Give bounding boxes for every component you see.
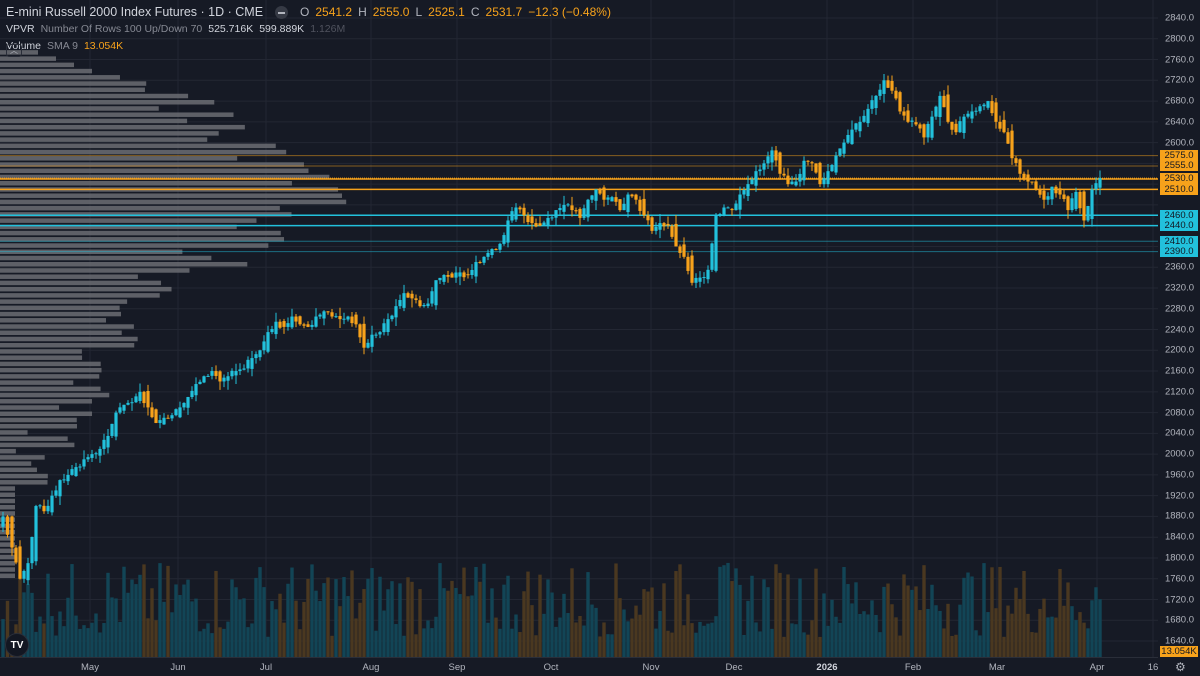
time-tick: 16: [1147, 662, 1159, 673]
level-price-label[interactable]: 2410.0: [1160, 235, 1198, 247]
close-value: 2531.7: [485, 5, 523, 19]
price-tick: 2360.0: [1164, 261, 1194, 273]
collapse-legend-chevron-up-icon[interactable]: ︿: [6, 44, 22, 57]
price-tick: 2200.0: [1164, 344, 1194, 356]
level-price-label[interactable]: 2555.0: [1160, 160, 1198, 172]
level-price-label[interactable]: 2390.0: [1160, 246, 1198, 258]
open-label: O: [300, 5, 310, 19]
volume-params: SMA 9: [47, 40, 78, 52]
low-value: 2525.1: [428, 5, 465, 19]
price-tick: 2600.0: [1164, 137, 1194, 149]
time-tick: Oct: [543, 662, 559, 673]
price-tick: 2800.0: [1164, 33, 1194, 45]
price-tick: 2840.0: [1164, 12, 1194, 24]
vpvr-params: Number Of Rows 100 Up/Down 70: [40, 23, 203, 35]
symbol-row: E-mini Russell 2000 Index Futures · 1D ·…: [6, 4, 611, 21]
time-tick: Sep: [448, 662, 466, 673]
volume-row[interactable]: Volume SMA 9 13.054K: [6, 38, 611, 55]
price-tick: 1720.0: [1164, 594, 1194, 605]
price-tick: 1920.0: [1164, 490, 1194, 502]
high-value: 2555.0: [372, 5, 410, 19]
volume-value: 13.054K: [83, 40, 124, 52]
price-tick: 2040.0: [1164, 427, 1194, 439]
time-axis[interactable]: May Jun Jul Aug Sep Oct Nov Dec 2026 Feb Mar Apr 16: [0, 657, 1158, 676]
volume-name: Volume: [6, 40, 42, 52]
price-tick: 2640.0: [1164, 116, 1194, 128]
price-tick: 2080.0: [1164, 407, 1194, 419]
time-tick: Apr: [1089, 662, 1105, 673]
price-tick: 1840.0: [1164, 531, 1194, 543]
price-tick: 2760.0: [1164, 54, 1194, 66]
price-tick: 2120.0: [1164, 386, 1194, 398]
vpvr-down-value: 599.889K: [259, 23, 305, 35]
level-price-label[interactable]: 2460.0: [1160, 209, 1198, 221]
price-tick: 2280.0: [1164, 303, 1194, 315]
price-tick: 2000.0: [1164, 448, 1194, 460]
price-tick: 2240.0: [1164, 324, 1194, 336]
price-axis[interactable]: 2840.0 2800.0 2760.0 2720.0 2680.0 2640.0 2600…: [1158, 0, 1200, 657]
price-tick: 1880.0: [1164, 510, 1194, 522]
time-tick: Jul: [259, 662, 273, 673]
time-tick: Feb: [904, 662, 922, 673]
time-tick: May: [81, 662, 99, 673]
high-label: H: [358, 5, 367, 19]
chart-legend: E-mini Russell 2000 Index Futures · 1D ·…: [6, 4, 611, 55]
price-tick: 1760.0: [1164, 573, 1194, 585]
price-tick: 2320.0: [1164, 282, 1194, 294]
low-label: L: [415, 5, 423, 19]
volume-sma-label: 13.054K: [1160, 646, 1198, 657]
level-price-label[interactable]: 2530.0: [1160, 173, 1198, 185]
time-tick: Mar: [988, 662, 1006, 673]
symbol-title[interactable]: E-mini Russell 2000 Index Futures · 1D ·…: [6, 5, 264, 19]
vpvr-total-value: 1.126M: [310, 23, 346, 35]
gear-icon[interactable]: ⚙: [1175, 660, 1186, 674]
change-value: −12.3 (−0.48%): [528, 5, 611, 19]
level-price-label[interactable]: 2510.0: [1160, 183, 1198, 195]
vpvr-name: VPVR: [6, 23, 35, 35]
tradingview-logo-icon[interactable]: TV: [5, 633, 29, 657]
close-label: C: [470, 5, 480, 19]
price-tick: 2720.0: [1164, 74, 1194, 86]
time-tick: 2026: [816, 662, 838, 673]
open-value: 2541.2: [315, 5, 353, 19]
vpvr-row[interactable]: VPVR Number Of Rows 100 Up/Down 70 525.7…: [6, 21, 611, 38]
time-tick: Jun: [170, 662, 186, 673]
level-price-label[interactable]: 2440.0: [1160, 220, 1198, 232]
level-price-label[interactable]: 2575.0: [1160, 150, 1198, 162]
price-tick: 1680.0: [1164, 614, 1194, 626]
vpvr-up-value: 525.716K: [208, 23, 254, 35]
time-tick: Aug: [362, 662, 380, 673]
minus-circle-icon[interactable]: [275, 6, 289, 19]
price-tick: 1640.0: [1164, 635, 1194, 647]
price-tick: 1960.0: [1164, 469, 1194, 481]
time-tick: Nov: [642, 662, 660, 673]
time-tick: Dec: [725, 662, 743, 673]
price-tick: 2160.0: [1164, 365, 1194, 377]
price-tick: 2680.0: [1164, 95, 1194, 107]
price-tick: 1800.0: [1164, 552, 1194, 564]
